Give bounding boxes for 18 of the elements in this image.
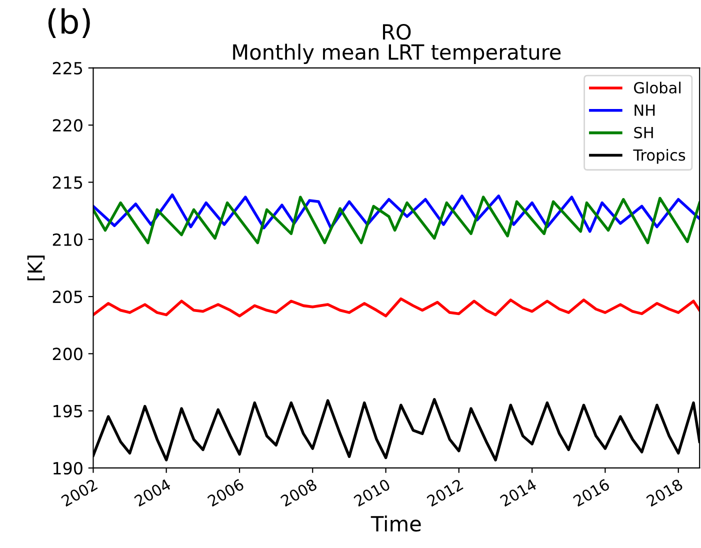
chart-title: RO Monthly mean LRT temperature xyxy=(233,24,561,64)
y-axis-title: [K] xyxy=(27,256,45,280)
legend-label: Tropics xyxy=(633,148,686,164)
y-tick-label: 210 xyxy=(52,233,82,246)
legend-label: SH xyxy=(634,126,653,138)
y-tick-label: 205 xyxy=(52,290,82,304)
y-tick-label: 190 xyxy=(54,462,82,475)
y-tick-label: 220 xyxy=(52,119,82,132)
line-series xyxy=(93,297,700,318)
y-tick-label: 215 xyxy=(52,176,82,189)
y-tick-label: 225 xyxy=(52,62,82,75)
legend-label: NH xyxy=(634,104,655,116)
line-series xyxy=(93,196,700,244)
x-axis-title: Time xyxy=(370,516,421,532)
y-tick-label: 195 xyxy=(54,404,82,418)
text: (b) xyxy=(48,8,90,38)
y-tick-label: 200 xyxy=(52,348,82,360)
legend-label: Global xyxy=(634,82,680,94)
